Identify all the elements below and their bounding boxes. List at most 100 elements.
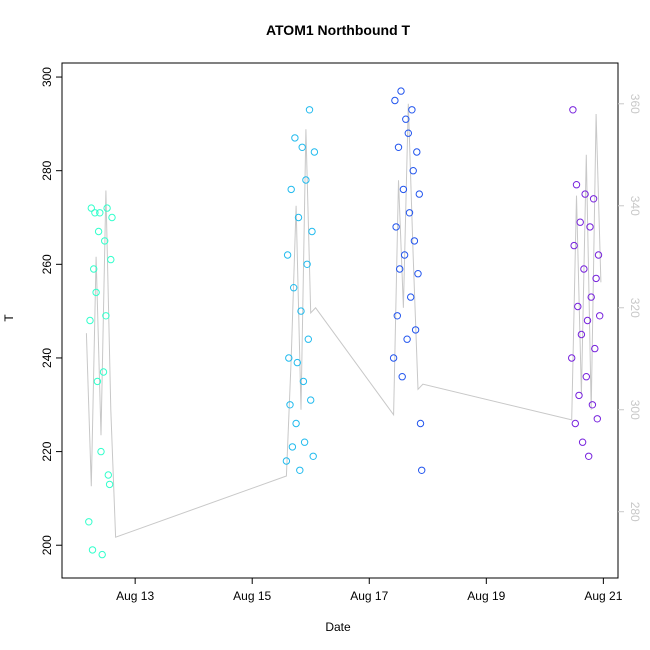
y-right-tick-label: 320 (628, 298, 642, 318)
data-point (86, 316, 94, 325)
x-tick-label: Aug 15 (233, 589, 271, 603)
data-point (399, 185, 408, 194)
data-point (402, 115, 410, 123)
data-point (571, 419, 579, 428)
data-point (575, 391, 583, 400)
x-axis: Aug 13 Aug 15 Aug 17 Aug 19 Aug 21 (116, 578, 623, 603)
data-point (302, 176, 310, 184)
data-point (108, 213, 116, 222)
data-point (589, 195, 598, 203)
data-point (93, 377, 102, 386)
data-point (578, 438, 587, 446)
data-point (596, 312, 604, 320)
data-point (415, 190, 423, 198)
y-right-tick-label: 340 (628, 196, 642, 216)
data-point (396, 265, 404, 273)
data-point (296, 466, 304, 474)
y-right-tick-label: 280 (628, 502, 642, 522)
data-point (90, 265, 98, 273)
y-tick-label: 200 (40, 535, 54, 555)
data-point (568, 354, 576, 362)
data-point (310, 148, 319, 156)
data-point (586, 223, 594, 231)
data-point (94, 227, 103, 236)
data-point (292, 419, 300, 428)
data-point (392, 223, 400, 231)
data-point (569, 106, 577, 114)
x-tick-label: Aug 17 (350, 589, 388, 603)
data-point (88, 546, 97, 554)
data-point (87, 204, 96, 212)
data-point (293, 358, 301, 367)
plot-frame (61, 62, 619, 579)
data-point (594, 251, 603, 259)
data-point (305, 106, 314, 114)
data-point (98, 550, 106, 559)
data-point (587, 293, 595, 301)
data-point (583, 316, 592, 325)
data-point (592, 274, 600, 283)
series-4 (568, 106, 604, 460)
data-point (572, 181, 581, 189)
data-point (403, 335, 411, 343)
secondary-line-layer (85, 103, 602, 538)
y-tick-label: 260 (40, 254, 54, 274)
data-point (107, 255, 115, 264)
data-point (588, 401, 597, 409)
series-1 (85, 204, 116, 559)
data-point (297, 307, 305, 315)
data-point (91, 209, 99, 217)
data-point (576, 218, 584, 226)
data-point (405, 209, 414, 217)
y-right-tick-label: 360 (628, 94, 642, 114)
data-point (577, 330, 586, 339)
data-point (413, 148, 421, 156)
data-point (411, 326, 420, 334)
y-tick-label: 240 (40, 348, 54, 368)
y-tick-label: 220 (40, 441, 54, 461)
data-point (582, 373, 590, 381)
data-point (308, 227, 316, 236)
data-point (298, 143, 306, 152)
x-tick-label: Aug 21 (584, 589, 622, 603)
data-point (404, 129, 412, 137)
data-point (105, 480, 114, 489)
data-point (574, 302, 582, 311)
data-point (409, 167, 417, 175)
x-axis-label: Date (325, 620, 351, 634)
data-point (294, 213, 303, 222)
data-point (291, 134, 299, 142)
y-right-axis: 280 300 320 340 360 (618, 94, 642, 522)
data-point (391, 96, 399, 105)
data-point (102, 312, 110, 320)
data-point (103, 204, 111, 212)
data-point (287, 185, 295, 194)
data-point (418, 466, 426, 474)
data-point (580, 265, 588, 273)
data-point (304, 335, 312, 343)
data-point (282, 457, 291, 465)
data-point (309, 452, 317, 460)
data-point (416, 419, 425, 428)
data-point (288, 443, 297, 451)
data-point (389, 354, 398, 362)
data-point (286, 401, 294, 409)
data-point (285, 354, 293, 362)
data-point (92, 288, 100, 297)
data-point (407, 293, 415, 301)
data-point (96, 209, 104, 217)
data-point (410, 237, 419, 245)
data-point (400, 251, 409, 259)
data-point (307, 396, 315, 404)
y-axis-label: T (2, 314, 16, 322)
y-right-tick-label: 300 (628, 400, 642, 420)
data-point (393, 312, 401, 320)
data-point (283, 251, 292, 259)
data-point (593, 415, 601, 423)
x-tick-label: Aug 13 (116, 589, 154, 603)
data-point (97, 447, 105, 456)
y-axis: 200 220 240 260 280 300 (40, 67, 62, 555)
secondary-series-line (85, 103, 602, 538)
data-point (394, 143, 403, 152)
points-layer (85, 87, 604, 559)
